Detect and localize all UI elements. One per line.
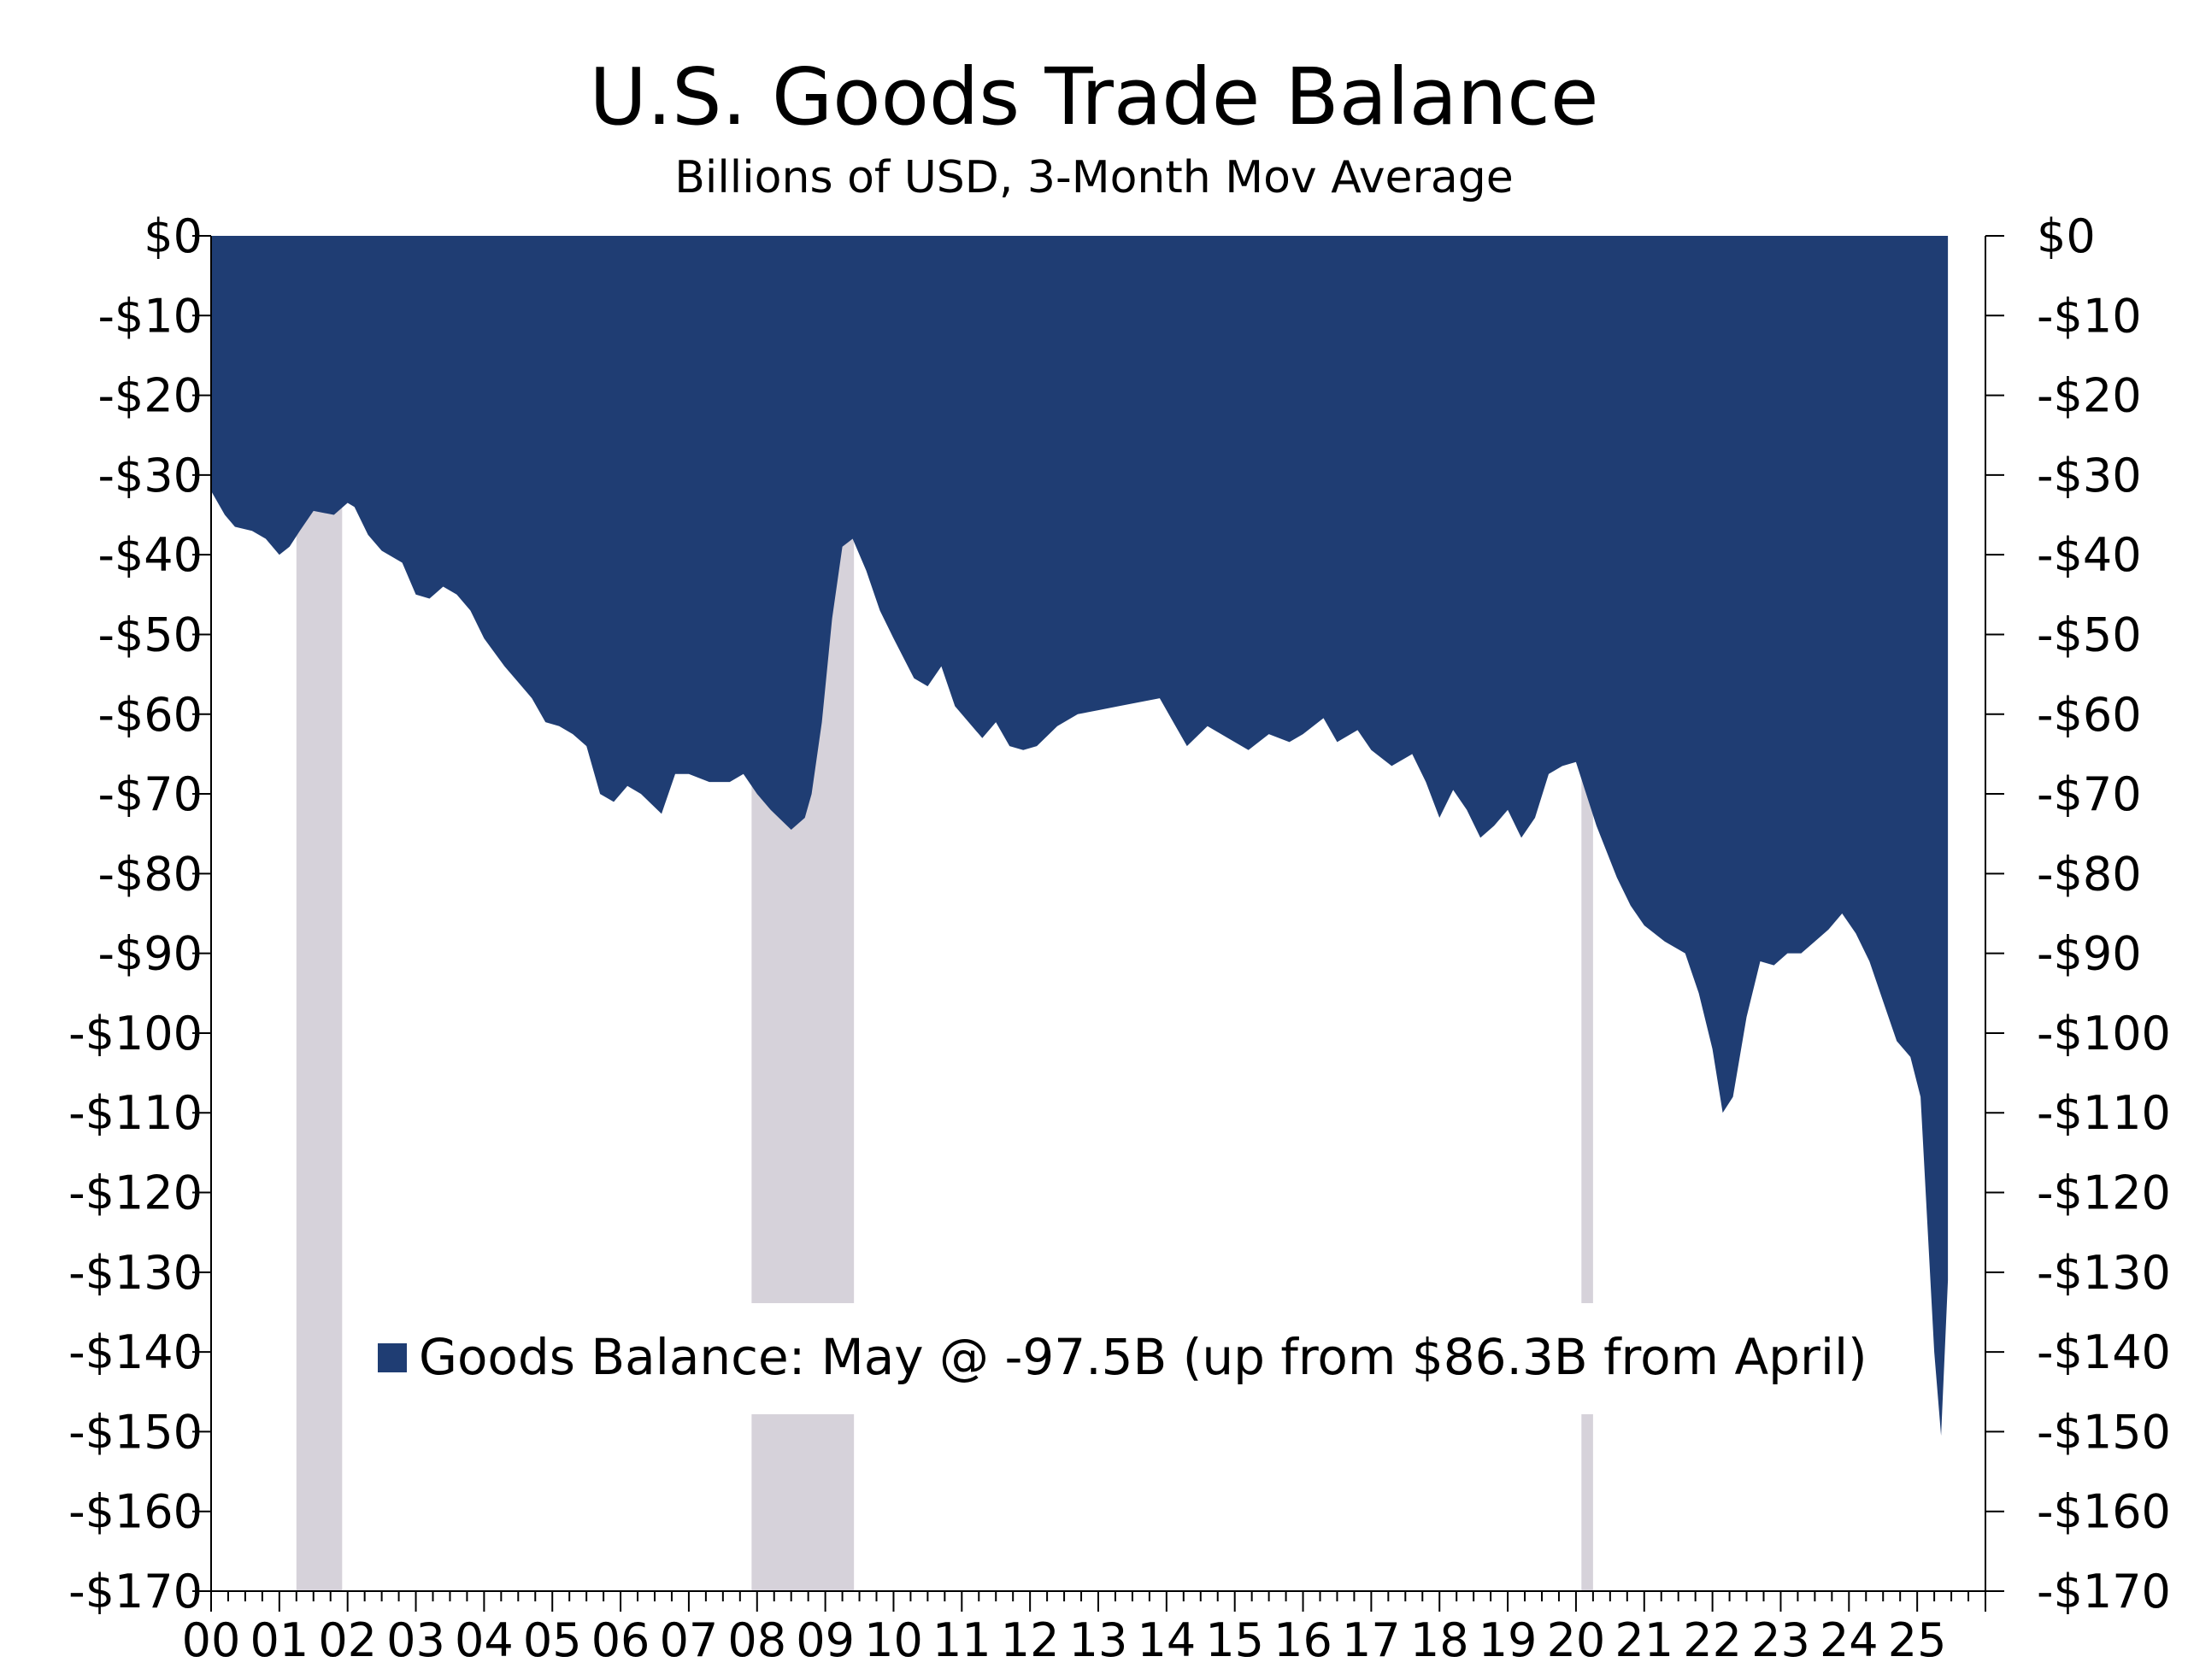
y-tick-label-right: -$50 (2037, 608, 2142, 661)
y-tick-label-left: -$10 (97, 289, 203, 343)
y-tick-label-right: -$80 (2037, 847, 2142, 901)
y-tick-label-left: -$130 (68, 1246, 203, 1300)
y-tick-label-left: -$110 (68, 1086, 203, 1140)
y-tick-label-left: $0 (144, 209, 203, 263)
x-tick-label: 24 (1820, 1613, 1879, 1667)
chart-subtitle: Billions of USD, 3-Month Mov Average (674, 152, 1514, 203)
x-tick-label: 23 (1751, 1613, 1810, 1667)
axes: $0 $0 -$10 -$10 -$20 -$20 -$30 -$30 -$40 -$40 -$50… (68, 209, 2171, 1667)
x-tick-label: 17 (1342, 1613, 1401, 1667)
y-tick-label-right: -$40 (2037, 528, 2142, 582)
y-tick-label-left: -$50 (97, 608, 203, 661)
y-tick-label-left: -$20 (97, 369, 203, 423)
x-tick-label: 02 (318, 1613, 377, 1667)
x-tick-label: 21 (1615, 1613, 1673, 1667)
x-tick-label: 03 (386, 1613, 445, 1667)
x-tick-label: 10 (864, 1613, 923, 1667)
y-tick-label-left: -$140 (68, 1325, 203, 1379)
y-tick-label-right: -$140 (2037, 1325, 2171, 1379)
x-tick-label: 16 (1273, 1613, 1332, 1667)
y-tick-label-left: -$60 (97, 688, 203, 742)
legend-backdrop (366, 1303, 1904, 1414)
y-tick-label-right: -$170 (2037, 1565, 2171, 1618)
y-tick-label-left: -$90 (97, 927, 203, 981)
x-tick-label: 12 (1001, 1613, 1060, 1667)
y-tick-label-right: $0 (2037, 209, 2096, 263)
x-tick-label: 06 (591, 1613, 650, 1667)
y-tick-label-right: -$30 (2037, 449, 2142, 502)
x-tick-label: 11 (932, 1613, 991, 1667)
y-tick-label-right: -$90 (2037, 927, 2142, 981)
y-tick-label-left: -$30 (97, 449, 203, 502)
x-tick-label: 18 (1410, 1613, 1469, 1667)
x-tick-label: 01 (250, 1613, 309, 1667)
series-area-1 (211, 236, 1949, 1436)
x-tick-label: 08 (727, 1613, 786, 1667)
y-tick-label-right: -$130 (2037, 1246, 2171, 1300)
y-tick-label-left: -$80 (97, 847, 203, 901)
y-tick-label-left: -$100 (68, 1007, 203, 1060)
y-tick-label-left: -$120 (68, 1166, 203, 1220)
legend-label: Goods Balance: May @ -97.5B (up from $86… (419, 1328, 1867, 1386)
y-tick-label-left: -$170 (68, 1565, 203, 1618)
y-tick-label-right: -$60 (2037, 688, 2142, 742)
y-tick-label-right: -$100 (2037, 1007, 2171, 1060)
x-tick-label: 05 (523, 1613, 582, 1667)
y-tick-label-right: -$120 (2037, 1166, 2171, 1220)
x-tick-label: 09 (796, 1613, 855, 1667)
x-tick-label: 25 (1888, 1613, 1947, 1667)
y-tick-label-right: -$160 (2037, 1485, 2171, 1539)
x-tick-label: 19 (1479, 1613, 1538, 1667)
x-tick-label: 00 (182, 1613, 241, 1667)
y-tick-label-left: -$40 (97, 528, 203, 582)
y-tick-label-right: -$150 (2037, 1405, 2171, 1459)
x-tick-label: 14 (1137, 1613, 1196, 1667)
y-tick-label-right: -$110 (2037, 1086, 2171, 1140)
y-tick-label-right: -$20 (2037, 369, 2142, 423)
y-tick-label-right: -$70 (2037, 767, 2142, 821)
legend-swatch (378, 1343, 407, 1372)
x-tick-label: 07 (660, 1613, 719, 1667)
chart-title: U.S. Goods Trade Balance (589, 51, 1599, 143)
y-tick-label-left: -$150 (68, 1405, 203, 1459)
y-tick-label-left: -$160 (68, 1485, 203, 1539)
legend: Goods Balance: May @ -97.5B (up from $86… (366, 1303, 1904, 1414)
goods-balance-area (211, 236, 1949, 1436)
y-tick-label-left: -$70 (97, 767, 203, 821)
x-tick-label: 22 (1683, 1613, 1742, 1667)
x-tick-label: 15 (1205, 1613, 1264, 1667)
y-tick-label-right: -$10 (2037, 289, 2142, 343)
x-tick-label: 20 (1547, 1613, 1606, 1667)
x-tick-label: 04 (455, 1613, 514, 1667)
x-tick-label: 13 (1069, 1613, 1128, 1667)
